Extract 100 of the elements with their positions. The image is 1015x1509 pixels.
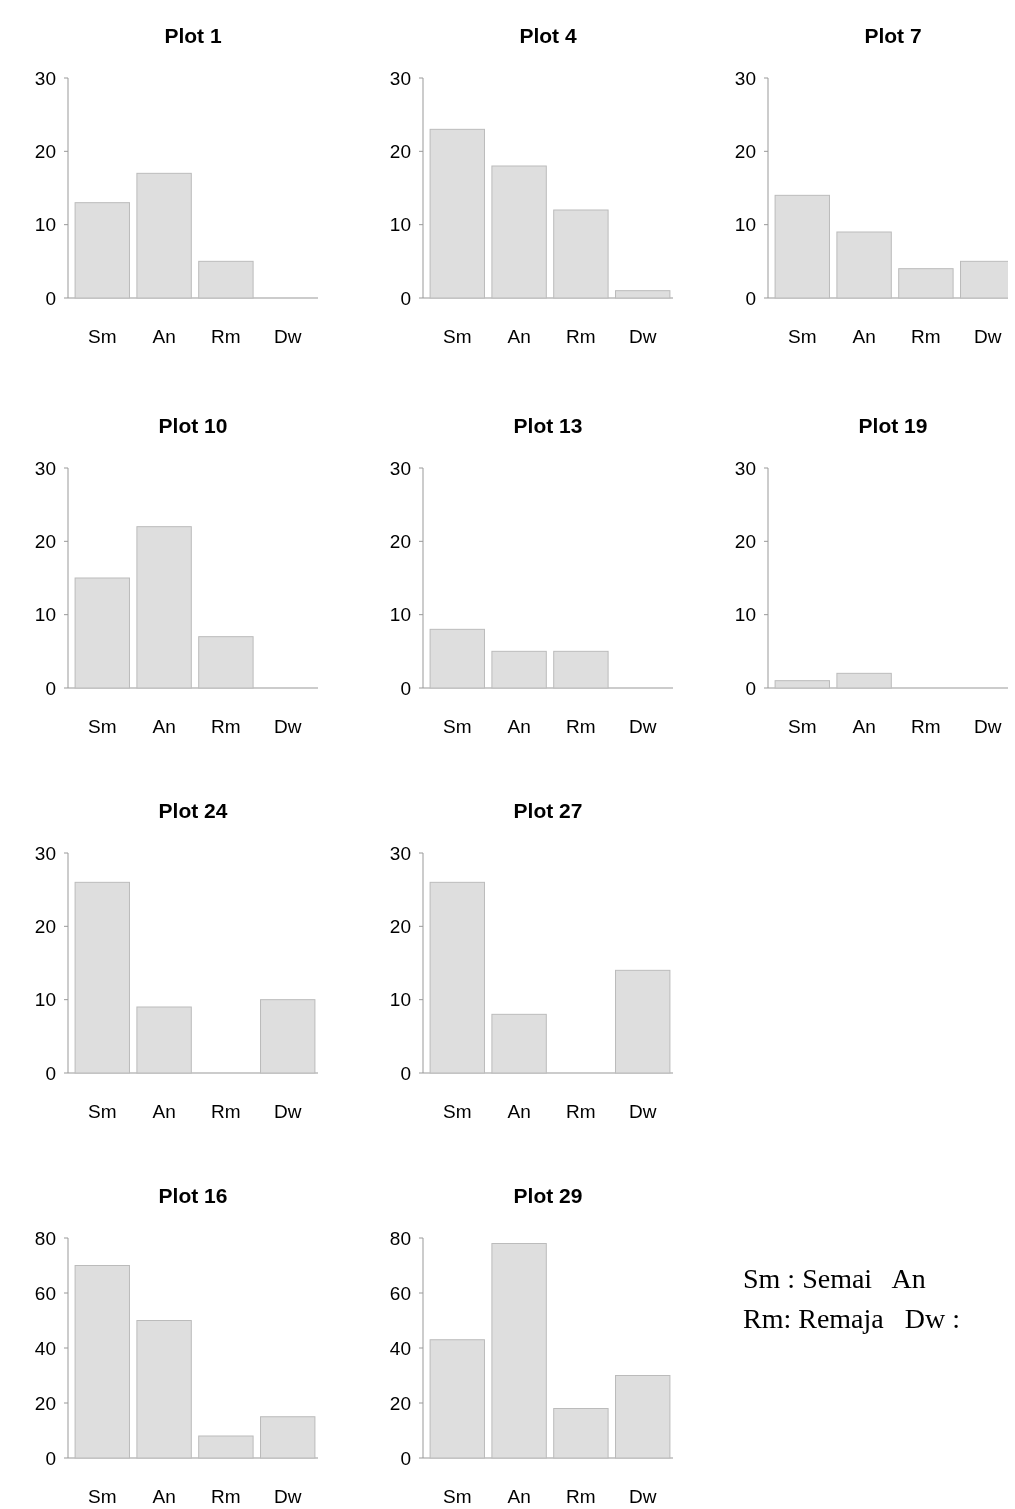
x-tick-label: Dw xyxy=(628,716,657,737)
y-tick-label: 20 xyxy=(34,530,56,552)
x-tick-label: Dw xyxy=(273,326,302,347)
y-tick-label: 0 xyxy=(400,1062,411,1084)
y-tick-label: 80 xyxy=(34,1227,56,1249)
x-tick-label: Sm xyxy=(88,1101,117,1122)
y-tick-label: 20 xyxy=(389,1392,411,1414)
y-tick-label: 30 xyxy=(734,457,756,479)
y-tick-label: 40 xyxy=(389,1337,411,1359)
x-tick-label: An xyxy=(152,1486,176,1507)
y-tick-label: 10 xyxy=(34,604,56,626)
x-tick-label: Dw xyxy=(273,1486,302,1507)
y-tick-label: 20 xyxy=(389,140,411,162)
y-tick-label: 30 xyxy=(389,67,411,89)
x-tick-label: Sm xyxy=(88,716,117,737)
x-tick-label: Sm xyxy=(88,326,117,347)
x-tick-label: Dw xyxy=(628,1101,657,1122)
y-tick-label: 0 xyxy=(400,677,411,699)
chart-title: Plot 13 xyxy=(513,414,583,437)
x-tick-label: Sm xyxy=(443,326,472,347)
x-tick-label: Rm xyxy=(211,1486,241,1507)
x-tick-label: Rm xyxy=(211,716,241,737)
y-tick-label: 0 xyxy=(400,287,411,309)
chart-title: Plot 24 xyxy=(158,799,228,822)
chart-title: Plot 29 xyxy=(513,1184,583,1207)
y-tick-label: 10 xyxy=(389,989,411,1011)
bar xyxy=(774,194,830,299)
x-tick-label: An xyxy=(507,1101,531,1122)
bar xyxy=(260,999,316,1074)
bar xyxy=(429,881,485,1074)
y-tick-label: 30 xyxy=(734,67,756,89)
y-tick-label: 60 xyxy=(34,1282,56,1304)
bar xyxy=(491,1243,547,1459)
chart-title: Plot 4 xyxy=(519,24,577,47)
y-tick-label: 30 xyxy=(389,457,411,479)
bar xyxy=(553,209,609,299)
bar xyxy=(429,1339,485,1459)
y-tick-label: 20 xyxy=(389,915,411,937)
x-tick-label: Rm xyxy=(211,326,241,347)
bar xyxy=(898,268,954,299)
y-tick-label: 20 xyxy=(34,1392,56,1414)
x-tick-label: Rm xyxy=(911,326,941,347)
bar xyxy=(74,577,130,689)
y-tick-label: 20 xyxy=(389,530,411,552)
chart-title: Plot 1 xyxy=(164,24,222,47)
y-tick-label: 40 xyxy=(34,1337,56,1359)
bar xyxy=(553,1408,609,1459)
x-tick-label: Rm xyxy=(211,1101,241,1122)
y-tick-label: 30 xyxy=(34,842,56,864)
x-tick-label: Rm xyxy=(566,326,596,347)
bar xyxy=(491,1013,547,1074)
x-tick-label: Dw xyxy=(273,716,302,737)
x-tick-label: Rm xyxy=(566,716,596,737)
bar xyxy=(836,231,892,299)
bar xyxy=(491,165,547,299)
y-tick-label: 20 xyxy=(734,530,756,552)
y-tick-label: 10 xyxy=(734,214,756,236)
bar xyxy=(198,1435,254,1459)
bar xyxy=(429,128,485,299)
x-tick-label: Rm xyxy=(566,1101,596,1122)
bar xyxy=(260,1416,316,1459)
x-tick-label: Dw xyxy=(973,326,1002,347)
x-tick-label: Sm xyxy=(788,326,817,347)
y-tick-label: 60 xyxy=(389,1282,411,1304)
x-tick-label: Sm xyxy=(443,1486,472,1507)
y-tick-label: 30 xyxy=(389,842,411,864)
x-tick-label: An xyxy=(152,326,176,347)
x-tick-label: Rm xyxy=(911,716,941,737)
x-tick-label: An xyxy=(852,716,876,737)
y-tick-label: 10 xyxy=(389,604,411,626)
x-tick-label: An xyxy=(152,716,176,737)
y-tick-label: 0 xyxy=(400,1447,411,1469)
x-tick-label: An xyxy=(152,1101,176,1122)
y-tick-label: 0 xyxy=(45,1447,56,1469)
x-tick-label: Dw xyxy=(628,1486,657,1507)
x-tick-label: Sm xyxy=(788,716,817,737)
y-tick-label: 10 xyxy=(34,214,56,236)
y-tick-label: 30 xyxy=(34,67,56,89)
bar xyxy=(74,1265,130,1459)
x-tick-label: Dw xyxy=(273,1101,302,1122)
bar xyxy=(136,526,192,689)
x-tick-label: Sm xyxy=(443,1101,472,1122)
chart-title: Plot 7 xyxy=(864,24,922,47)
y-tick-label: 0 xyxy=(745,677,756,699)
x-tick-label: An xyxy=(507,716,531,737)
y-tick-label: 10 xyxy=(34,989,56,1011)
x-tick-label: An xyxy=(852,326,876,347)
chart-title: Plot 10 xyxy=(158,414,228,437)
text: Sm : Semai An xyxy=(743,1263,926,1294)
bar xyxy=(198,260,254,299)
bar xyxy=(615,290,671,299)
y-tick-label: 20 xyxy=(34,140,56,162)
y-tick-label: 10 xyxy=(734,604,756,626)
bar xyxy=(136,1320,192,1459)
bar xyxy=(198,636,254,689)
y-tick-label: 30 xyxy=(34,457,56,479)
chart-title: Plot 27 xyxy=(513,799,583,822)
x-tick-label: An xyxy=(507,1486,531,1507)
chart-title: Plot 16 xyxy=(158,1184,228,1207)
bar xyxy=(136,172,192,299)
